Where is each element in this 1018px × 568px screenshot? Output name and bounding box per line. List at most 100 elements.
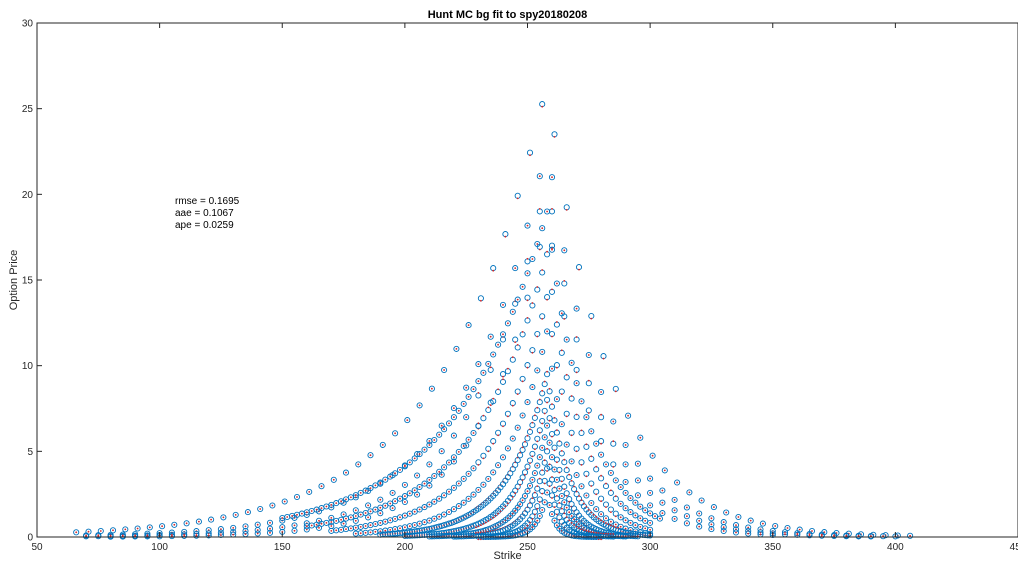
data-point	[436, 468, 443, 475]
model-point	[453, 416, 455, 419]
data-point	[404, 417, 411, 424]
model-point	[710, 517, 713, 520]
data-point	[553, 280, 560, 287]
data-point	[637, 515, 644, 522]
model-point	[578, 495, 580, 497]
model-point	[443, 494, 445, 497]
model-point	[575, 450, 578, 453]
data-point	[392, 430, 399, 437]
data-point	[627, 495, 634, 502]
model-point	[614, 390, 617, 393]
model-point	[440, 450, 443, 453]
model-point	[568, 519, 571, 522]
model-point	[526, 272, 529, 275]
model-point	[560, 349, 563, 352]
data-point	[548, 511, 556, 518]
model-point	[592, 513, 595, 516]
model-point	[531, 351, 534, 354]
model-point	[534, 472, 536, 474]
model-point	[350, 496, 352, 499]
model-point	[565, 209, 568, 211]
model-point	[560, 312, 563, 315]
model-point	[497, 464, 499, 467]
model-point	[283, 500, 286, 503]
model-point	[428, 463, 431, 466]
data-point	[347, 494, 354, 501]
model-point	[448, 461, 450, 464]
model-point	[462, 445, 465, 447]
model-point	[404, 526, 406, 529]
model-point	[381, 444, 384, 446]
model-point	[796, 533, 799, 536]
data-point	[328, 514, 335, 521]
data-point	[561, 247, 568, 254]
model-point	[220, 528, 222, 530]
data-point	[548, 454, 556, 461]
data-point	[438, 448, 445, 455]
model-point	[634, 501, 637, 504]
model-point	[112, 529, 114, 532]
model-point	[595, 465, 598, 468]
model-point	[605, 463, 607, 466]
model-point	[389, 502, 392, 505]
model-point	[293, 529, 296, 532]
model-point	[725, 511, 728, 514]
model-point	[256, 523, 259, 526]
data-point	[659, 510, 666, 517]
model-point	[477, 464, 480, 466]
data-point	[598, 511, 605, 518]
model-point	[335, 529, 338, 532]
model-point	[538, 175, 541, 178]
model-point	[330, 504, 333, 506]
model-point	[578, 527, 580, 529]
model-point	[624, 492, 627, 494]
model-point	[438, 515, 441, 518]
model-point	[511, 512, 514, 515]
model-point	[553, 486, 556, 489]
model-point	[99, 530, 102, 532]
model-point	[514, 509, 517, 512]
model-point	[330, 530, 333, 532]
data-point	[463, 384, 470, 391]
model-point	[553, 449, 556, 452]
model-point	[541, 422, 544, 425]
data-point	[342, 496, 350, 503]
model-point	[597, 517, 600, 520]
data-point	[512, 265, 519, 272]
data-point	[372, 482, 379, 489]
model-point	[453, 486, 455, 489]
data-point	[732, 522, 740, 529]
data-point	[529, 476, 536, 483]
model-point	[440, 424, 443, 427]
model-point	[379, 506, 382, 509]
model-point	[597, 532, 600, 534]
model-point	[600, 500, 602, 503]
model-point	[590, 485, 593, 487]
x-axis-label: Strike	[493, 550, 521, 562]
model-point	[502, 304, 504, 306]
data-point	[634, 533, 641, 540]
model-point	[796, 532, 799, 535]
data-point	[382, 476, 389, 483]
model-point	[568, 473, 571, 476]
data-point	[362, 487, 369, 494]
model-point	[340, 518, 342, 521]
model-point	[551, 367, 553, 370]
model-point	[627, 414, 629, 417]
data-point	[416, 402, 423, 409]
data-point	[426, 501, 433, 508]
data-point	[266, 525, 274, 532]
model-point	[408, 492, 411, 495]
model-point	[514, 341, 517, 343]
data-point	[568, 359, 575, 366]
model-point	[538, 398, 541, 401]
data-point	[634, 460, 641, 467]
model-point	[379, 512, 382, 515]
model-point	[700, 499, 703, 502]
y-tick-label: 30	[22, 19, 34, 30]
data-point	[647, 502, 654, 509]
model-point	[563, 501, 566, 504]
model-point	[551, 247, 553, 250]
data-point	[460, 475, 467, 482]
data-point	[598, 388, 605, 396]
